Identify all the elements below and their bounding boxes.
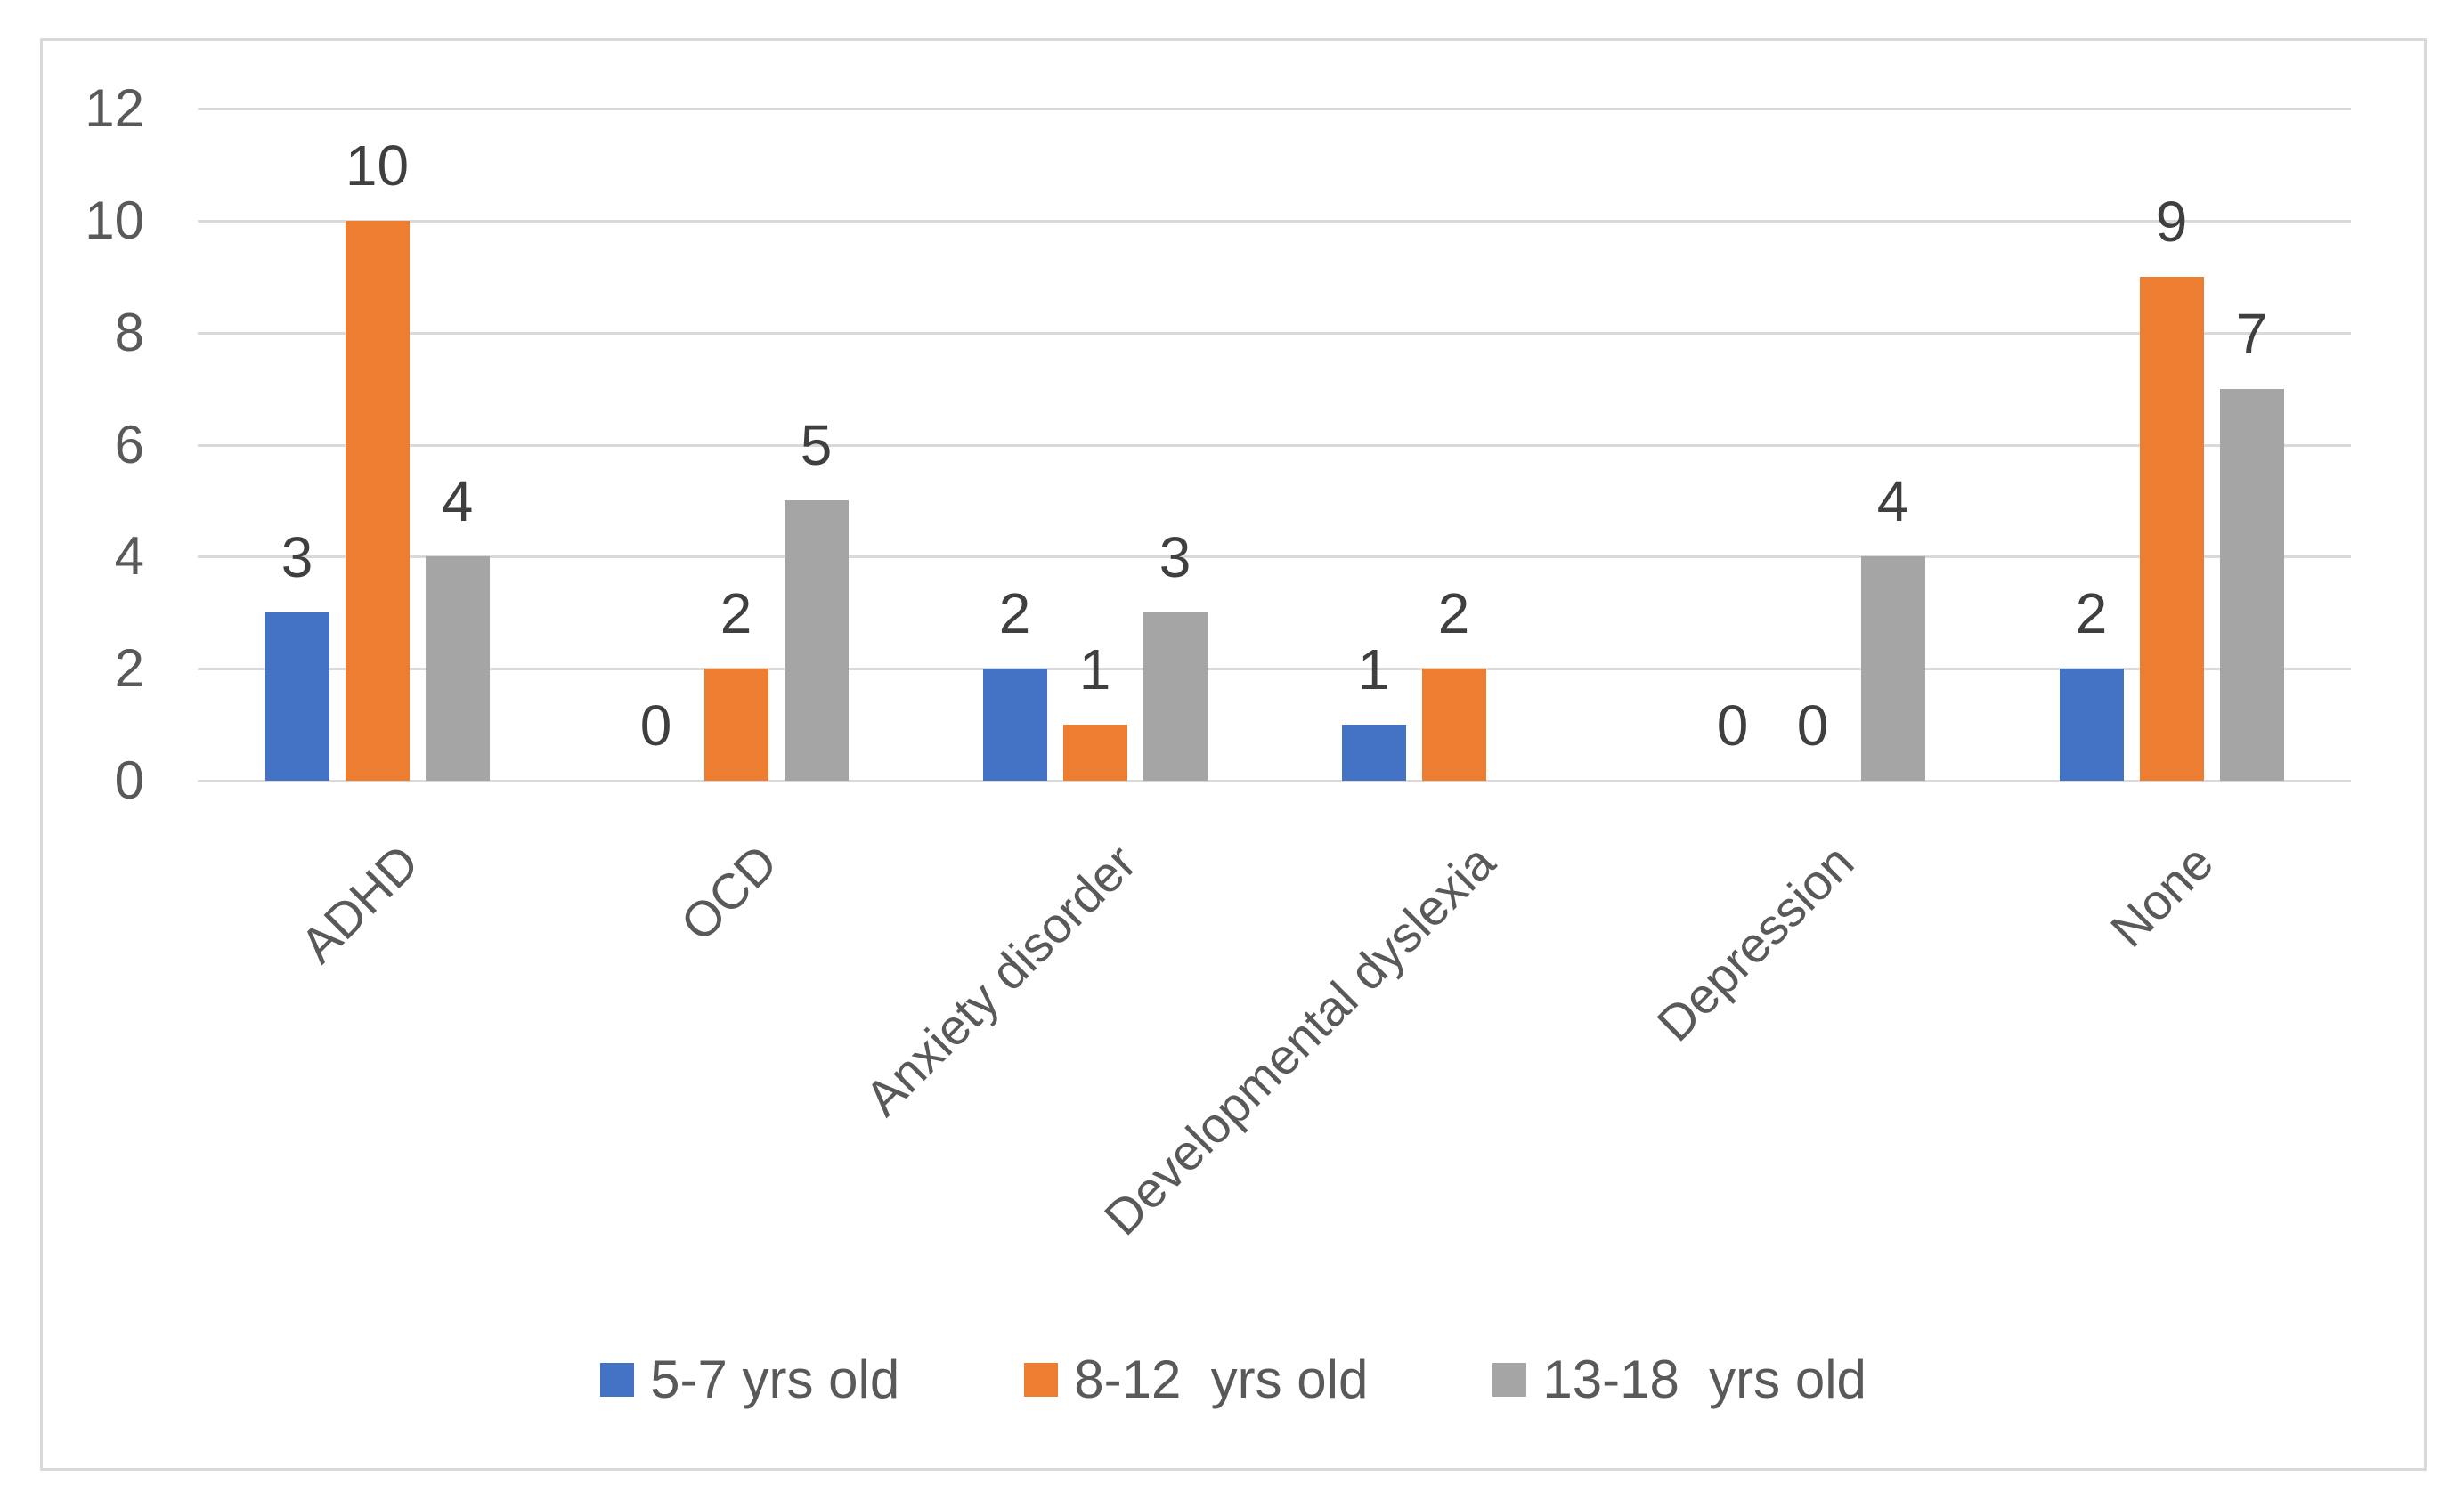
data-label-8-12-yrs-old-developmental-dyslexia: 2 [1437, 581, 1470, 646]
bar-8-12-yrs-old-ocd [703, 669, 768, 781]
data-label-5-7-yrs-old-anxiety-disorder: 2 [998, 581, 1031, 646]
legend-label: 13-18 yrs old [1542, 1350, 1866, 1409]
bar-13-18-yrs-old-adhd [425, 556, 490, 781]
data-label-5-7-yrs-old-depression: 0 [1716, 693, 1749, 758]
bar-5-7-yrs-old-developmental-dyslexia [1341, 725, 1406, 781]
data-label-13-18-yrs-old-adhd: 4 [441, 469, 474, 534]
legend-item-5-7-yrs-old: 5-7 yrs old [600, 1351, 899, 1408]
y-axis-tick-label: 2 [114, 638, 144, 699]
bar-5-7-yrs-old-none [2059, 669, 2124, 781]
gridline [198, 108, 2351, 110]
gridline [198, 443, 2351, 447]
data-label-5-7-yrs-old-none: 2 [2075, 581, 2108, 646]
legend-item-8-12-yrs-old: 8-12 yrs old [1024, 1351, 1368, 1408]
bar-13-18-yrs-old-anxiety-disorder [1143, 612, 1208, 781]
bar-5-7-yrs-old-adhd [264, 612, 329, 781]
data-label-5-7-yrs-old-developmental-dyslexia: 1 [1357, 637, 1390, 702]
y-axis-tick-label: 10 [85, 190, 144, 250]
data-label-13-18-yrs-old-anxiety-disorder: 3 [1159, 525, 1191, 590]
data-label-13-18-yrs-old-none: 7 [2235, 301, 2268, 366]
bar-8-12-yrs-old-none [2139, 276, 2204, 781]
legend-item-13-18-yrs-old: 13-18 yrs old [1492, 1351, 1866, 1408]
data-label-13-18-yrs-old-ocd: 5 [800, 413, 833, 478]
data-label-8-12-yrs-old-anxiety-disorder: 1 [1078, 637, 1111, 702]
y-axis-tick-label: 4 [114, 526, 144, 587]
legend-marker-icon [1492, 1363, 1527, 1397]
gridline [198, 668, 2351, 671]
bar-8-12-yrs-old-adhd [345, 220, 410, 781]
legend-label: 5-7 yrs old [650, 1350, 900, 1409]
legend-label: 8-12 yrs old [1074, 1350, 1369, 1409]
gridline [198, 331, 2351, 335]
x-category-label-depression: Depression [1646, 833, 1865, 1052]
bar-8-12-yrs-old-anxiety-disorder [1062, 725, 1127, 781]
gridline [198, 780, 2351, 782]
gridline [198, 219, 2351, 223]
y-axis-tick-label: 0 [114, 750, 144, 810]
bar-13-18-yrs-old-depression [1860, 556, 1925, 781]
legend: 5-7 yrs old 8-12 yrs old 13-18 yrs old [43, 1348, 2424, 1412]
y-axis-tick-label: 8 [114, 302, 144, 362]
y-axis-tick-label: 6 [114, 414, 144, 474]
gridline [198, 555, 2351, 559]
data-label-5-7-yrs-old-ocd: 0 [639, 693, 672, 758]
legend-marker-icon [1024, 1363, 1059, 1397]
x-category-label-ocd: OCD [670, 833, 788, 953]
bar-13-18-yrs-old-none [2219, 388, 2284, 781]
bar-5-7-yrs-old-anxiety-disorder [982, 669, 1047, 781]
data-label-8-12-yrs-old-adhd: 10 [345, 133, 410, 198]
data-label-5-7-yrs-old-adhd: 3 [281, 525, 313, 590]
data-label-8-12-yrs-old-ocd: 2 [720, 581, 752, 646]
x-category-label-none: None [2099, 833, 2224, 958]
data-label-8-12-yrs-old-depression: 0 [1796, 693, 1829, 758]
x-category-label-anxiety-disorder: Anxiety disorder [854, 833, 1147, 1127]
data-label-13-18-yrs-old-depression: 4 [1876, 469, 1909, 534]
x-category-label-adhd: ADHD [289, 833, 429, 974]
x-category-label-developmental-dyslexia: Developmental dyslexia [1093, 833, 1506, 1246]
legend-marker-icon [600, 1363, 635, 1397]
bar-13-18-yrs-old-ocd [784, 500, 849, 781]
bar-8-12-yrs-old-developmental-dyslexia [1421, 669, 1486, 781]
y-axis-tick-label: 12 [85, 78, 144, 138]
data-label-8-12-yrs-old-none: 9 [2155, 189, 2188, 254]
